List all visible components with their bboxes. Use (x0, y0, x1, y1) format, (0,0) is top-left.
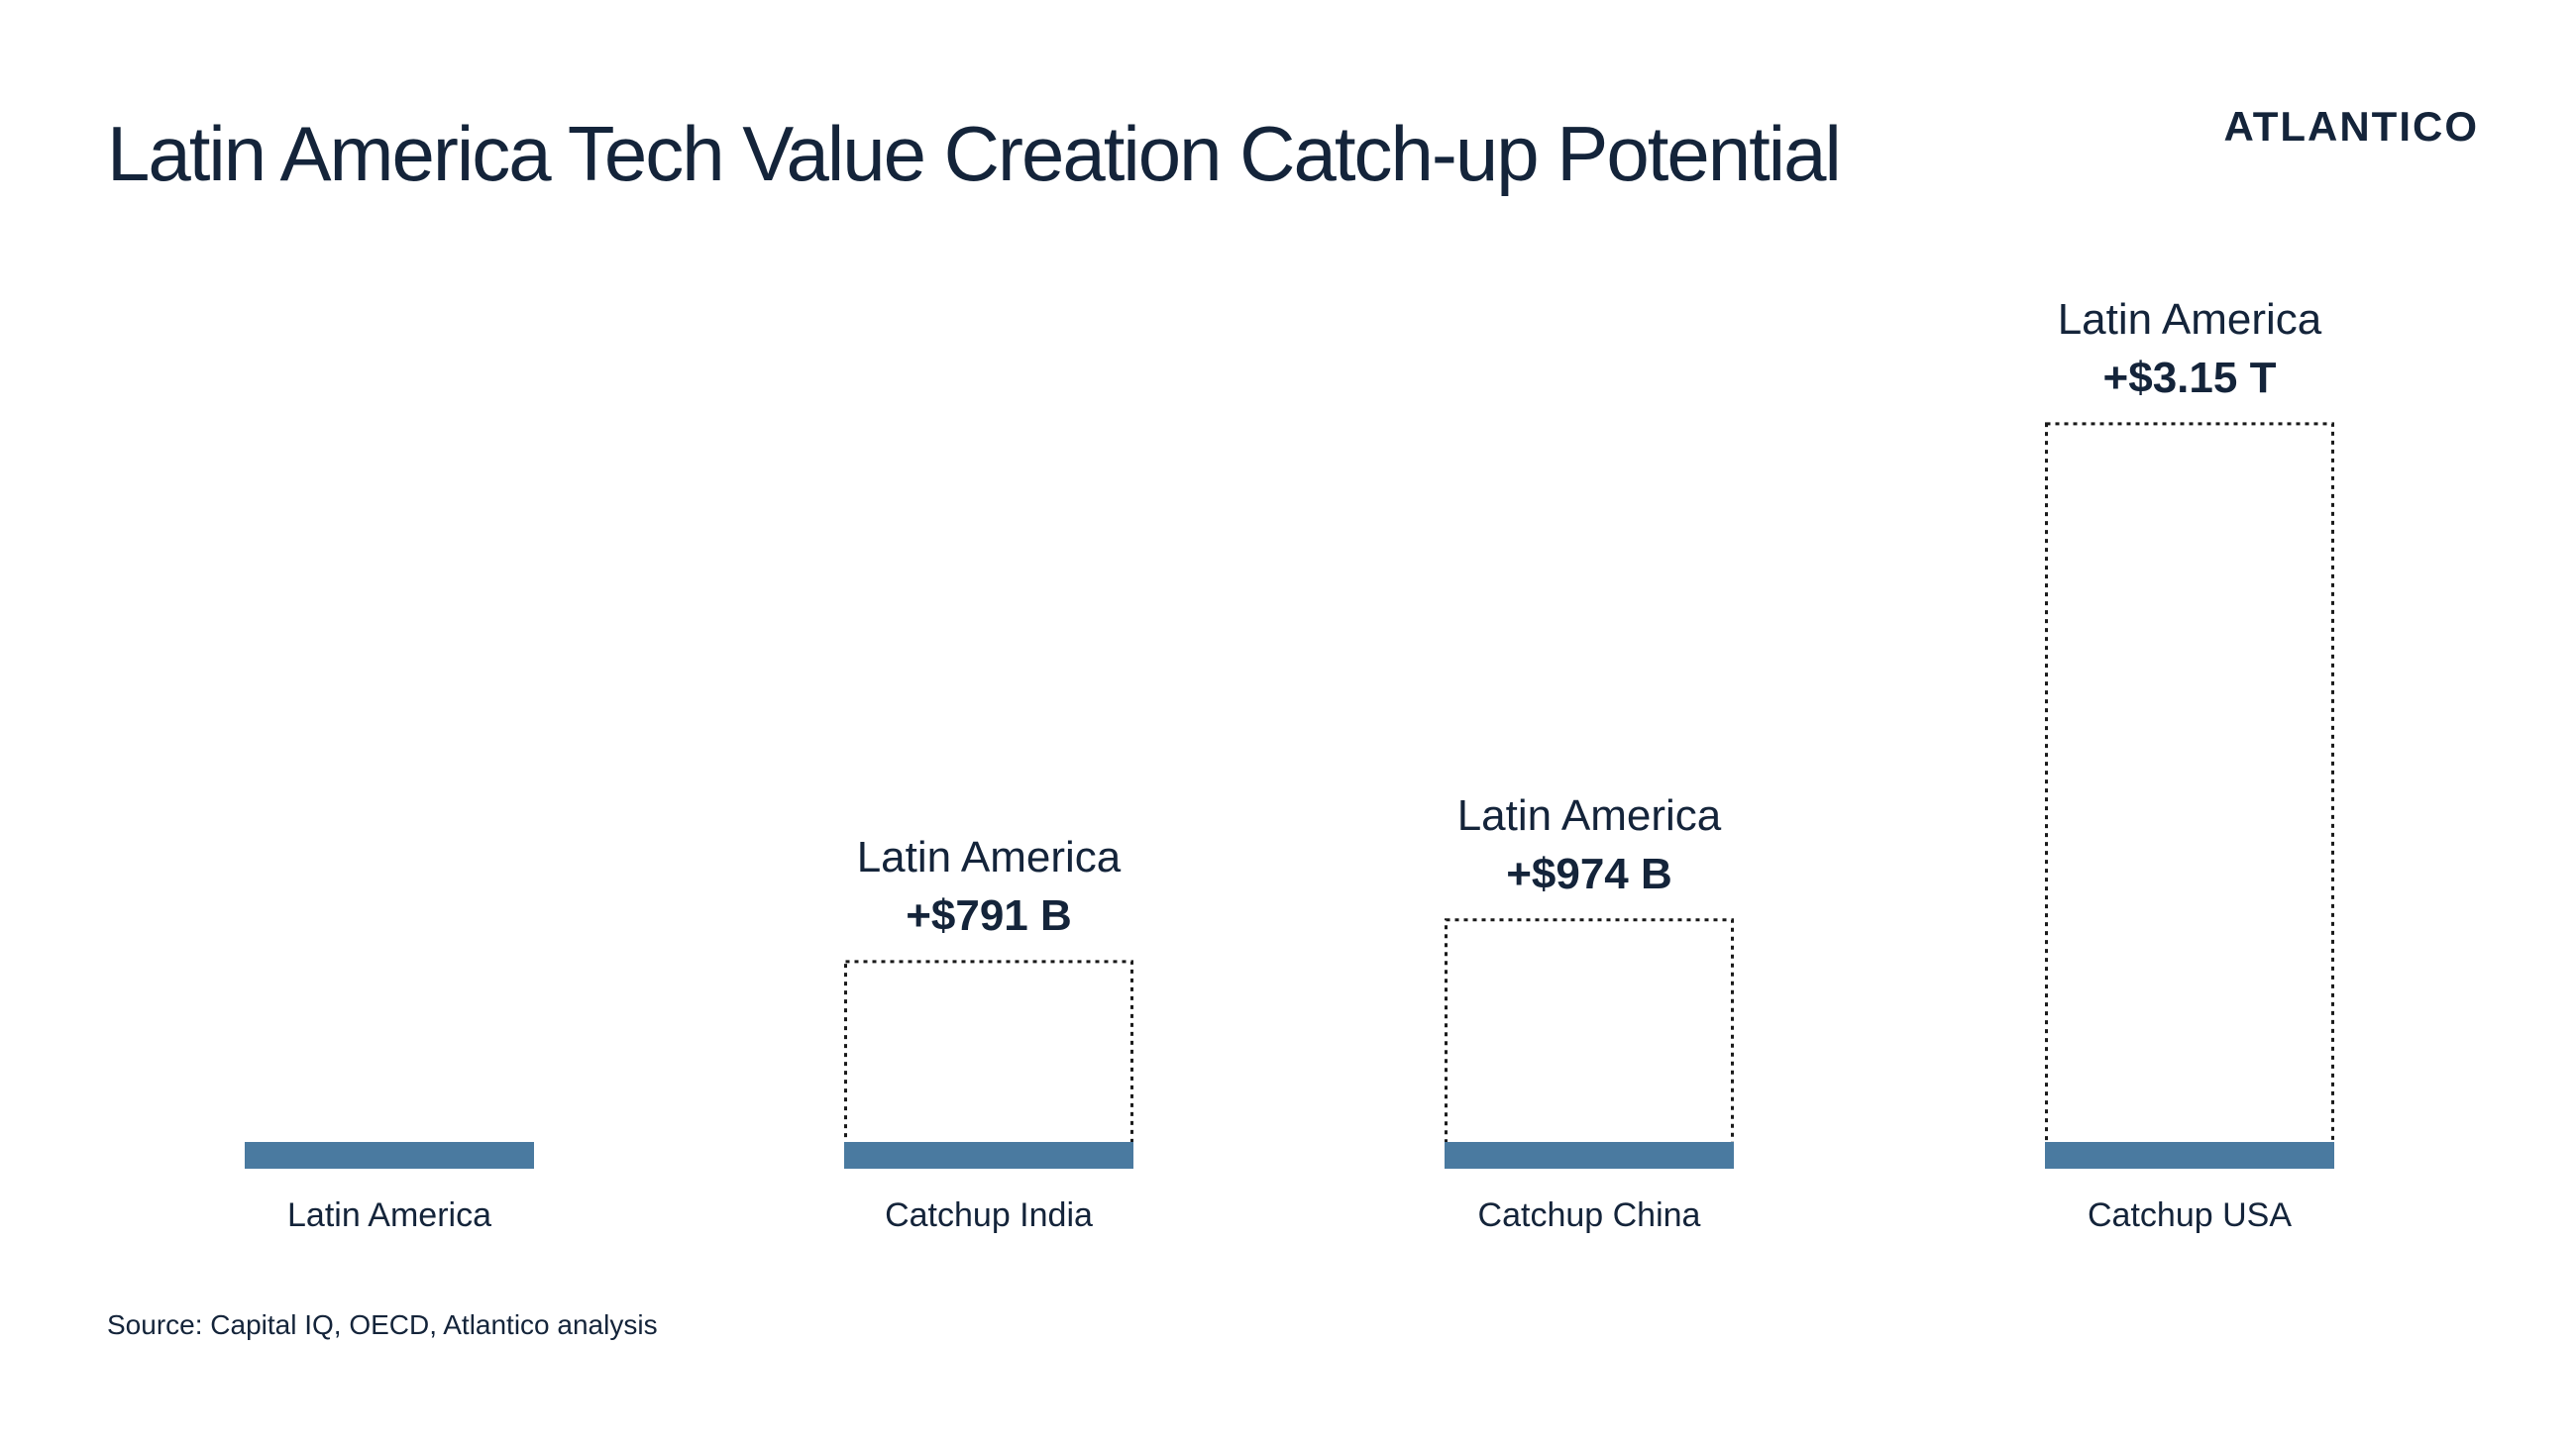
annotation-label-line1: Latin America (857, 833, 1122, 881)
base-bar (245, 1142, 534, 1169)
potential-bar (2045, 422, 2334, 1157)
annotation-label-line1: Latin America (1457, 791, 1722, 840)
page-title: Latin America Tech Value Creation Catch-… (107, 110, 1842, 197)
category-label: Latin America (287, 1196, 491, 1234)
base-bar (2045, 1142, 2334, 1169)
annotation-value-label: +$3.15 T (2103, 354, 2277, 402)
base-bar (1445, 1142, 1734, 1169)
annotation-value-label: +$974 B (1506, 850, 1672, 898)
category-label: Catchup USA (2088, 1196, 2292, 1234)
potential-bar (844, 960, 1133, 1157)
potential-bar (1445, 918, 1734, 1158)
base-bar (844, 1142, 1133, 1169)
annotation-value-label: +$791 B (906, 891, 1072, 940)
category-label: Catchup India (885, 1196, 1093, 1234)
category-label: Catchup China (1478, 1196, 1701, 1234)
atlantico-logo: ATLANTICO (2223, 103, 2479, 150)
source-note: Source: Capital IQ, OECD, Atlantico anal… (107, 1309, 658, 1340)
annotation-label-line1: Latin America (2058, 295, 2322, 344)
